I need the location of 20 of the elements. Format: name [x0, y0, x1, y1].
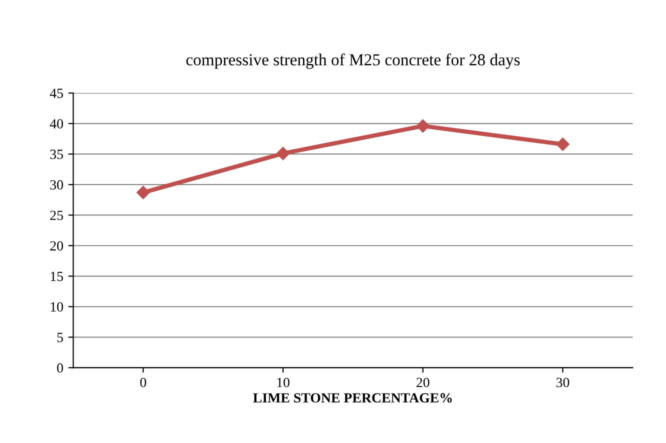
y-tick-label: 30 — [50, 180, 64, 190]
y-tick-label: 10 — [50, 302, 64, 312]
x-axis-title: LIME STONE PERCENTAGE% — [253, 393, 452, 403]
y-tick-label: 35 — [50, 150, 63, 160]
x-tick-label: 10 — [277, 378, 290, 388]
y-tick-label: 0 — [57, 363, 64, 373]
y-tick-label: 25 — [50, 210, 63, 220]
x-tick-label: 0 — [140, 378, 146, 388]
x-tick-label: 20 — [416, 378, 430, 388]
y-tick-label: 15 — [50, 272, 63, 282]
x-tick-label: 30 — [556, 378, 570, 388]
y-tick-label: 20 — [50, 241, 64, 251]
point — [416, 119, 430, 133]
point — [136, 186, 150, 200]
point — [556, 138, 570, 151]
y-tick-label: 5 — [57, 332, 63, 342]
y-tick-label: 40 — [50, 119, 64, 129]
y-tick-label: 45 — [50, 88, 63, 98]
chart-title: compressive strength of M25 concrete for 28 days — [186, 54, 520, 69]
point — [276, 146, 290, 160]
